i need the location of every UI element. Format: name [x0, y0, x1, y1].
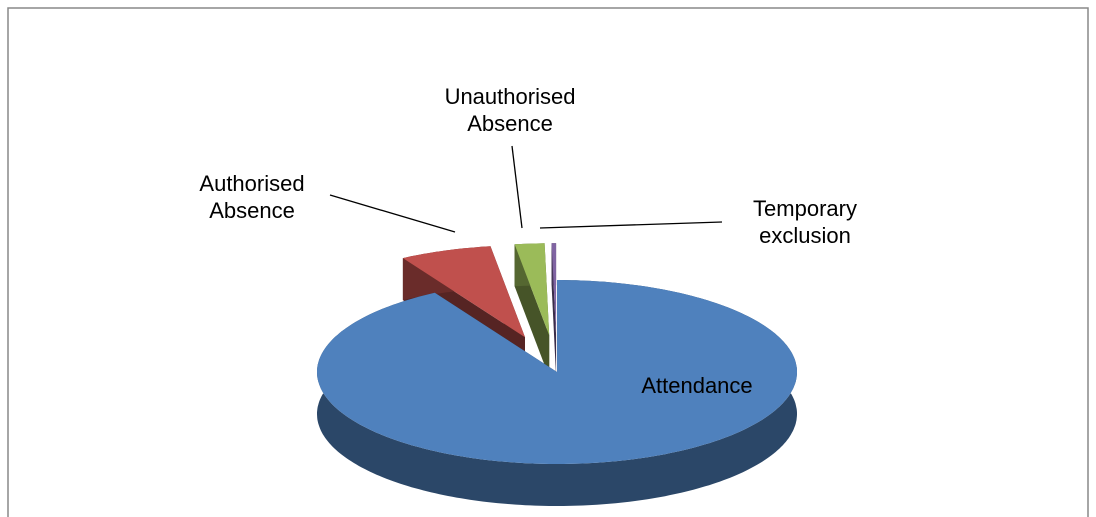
leader-line [511, 145, 523, 229]
pie-slice [317, 280, 797, 506]
data-label: Temporary exclusion [753, 196, 857, 248]
data-label: Attendance [641, 372, 753, 398]
leader-line [539, 221, 723, 229]
leader-line [329, 194, 456, 233]
label-box: Authorised Absence [199, 171, 305, 223]
labels: Attendance Authorised Absence Unauthorised… [199, 84, 857, 398]
label-box: Unauthorised Absence [444, 84, 576, 136]
slice-top [514, 243, 550, 336]
slice-top [402, 246, 525, 338]
slice-top [551, 243, 557, 336]
label-box: Temporary exclusion [753, 196, 857, 248]
pie [317, 243, 797, 506]
pie-slice [514, 243, 550, 378]
data-label: Authorised Absence [199, 171, 305, 223]
slice-top [317, 280, 797, 464]
label-box: Attendance [641, 372, 753, 398]
pie-slice [551, 243, 557, 378]
data-label: Unauthorised Absence [444, 84, 576, 136]
